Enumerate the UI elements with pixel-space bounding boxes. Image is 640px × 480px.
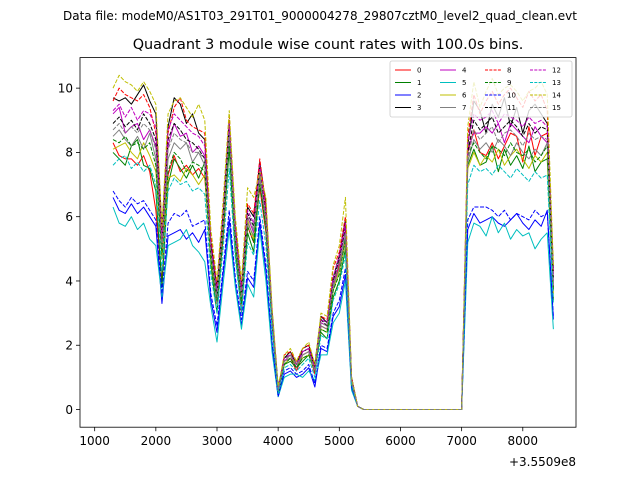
legend-label-7: 7 (462, 104, 466, 112)
legend-frame (389, 60, 573, 118)
y-tick-label: 0 (65, 403, 73, 417)
legend-label-1: 1 (417, 79, 421, 87)
legend-label-0: 0 (417, 67, 421, 75)
legend-label-12: 12 (552, 67, 561, 75)
legend-label-8: 8 (507, 67, 511, 75)
series-line-10 (112, 190, 554, 411)
series-line-13 (112, 155, 554, 411)
y-tick-label: 8 (65, 146, 73, 160)
legend-label-4: 4 (462, 67, 467, 75)
legend-label-3: 3 (417, 104, 421, 112)
x-tick-label: 1000 (79, 434, 110, 448)
suptitle: Data file: modeM0/AS1T03_291T01_90000042… (63, 9, 577, 23)
series-layer (112, 74, 554, 411)
legend-label-15: 15 (552, 104, 561, 112)
series-line-2 (112, 197, 554, 411)
legend-label-11: 11 (507, 104, 516, 112)
axes-frame (79, 57, 577, 428)
x-tick-label: 8000 (508, 434, 539, 448)
y-tick-label: 4 (65, 274, 73, 288)
legend-label-13: 13 (552, 79, 561, 87)
x-tick-label: 5000 (324, 434, 355, 448)
series-line-9 (112, 135, 554, 411)
series-line-11 (112, 113, 554, 411)
legend-label-2: 2 (417, 92, 421, 100)
legend-label-14: 14 (552, 92, 561, 100)
y-axis: 0 2 4 6 8 10 (58, 81, 80, 417)
series-line-12 (112, 103, 554, 411)
legend-label-10: 10 (507, 92, 516, 100)
y-tick-label: 2 (65, 339, 73, 353)
series-line-15 (112, 122, 554, 411)
x-tick-label: 4000 (263, 434, 294, 448)
legend-label-9: 9 (507, 79, 511, 87)
x-tick-label: 7000 (446, 434, 477, 448)
x-tick-label: 6000 (385, 434, 416, 448)
chart-title: Quadrant 3 module wise count rates with … (133, 37, 524, 53)
y-tick-label: 6 (65, 210, 73, 224)
y-tick-label: 10 (58, 81, 73, 95)
x-tick-label: 3000 (202, 434, 233, 448)
x-tick-label: 2000 (141, 434, 172, 448)
series-line-5 (112, 206, 554, 411)
legend-label-6: 6 (462, 92, 467, 100)
x-axis: 1000 2000 3000 4000 5000 6000 7000 8000 (79, 427, 538, 448)
legend-label-5: 5 (462, 79, 466, 87)
x-offset-label: +3.5509e8 (509, 455, 576, 469)
